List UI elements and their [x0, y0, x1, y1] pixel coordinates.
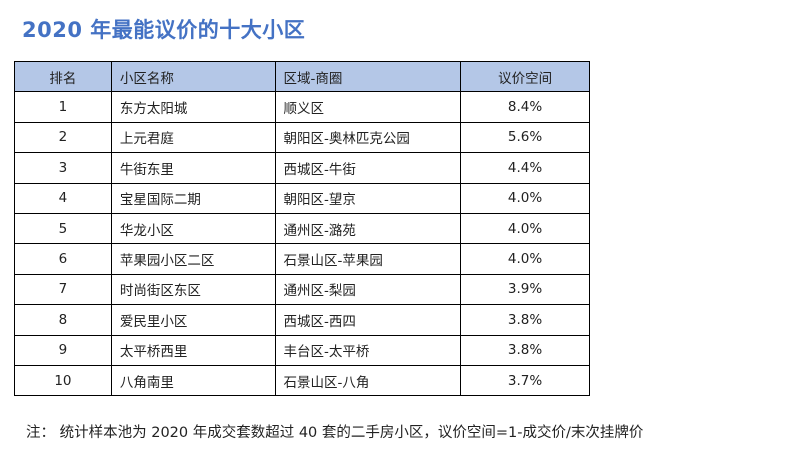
cell-district-area: 西城区-牛街 — [274, 152, 462, 184]
cell-community-name: 东方太阳城 — [110, 91, 276, 123]
table-row: 5 华龙小区 通州区-潞苑 4.0% — [14, 212, 590, 245]
cell-district-area: 丰台区-太平桥 — [274, 334, 462, 366]
cell-district-area: 通州区-梨园 — [274, 273, 462, 306]
cell-district-area: 石景山区-八角 — [274, 364, 462, 397]
cell-bargain-space: 5.6% — [460, 121, 590, 154]
cell-community-name: 八角南里 — [110, 364, 276, 397]
table-row: 6 苹果园小区二区 石景山区-苹果园 4.0% — [14, 243, 590, 275]
cell-bargain-space: 8.4% — [460, 91, 590, 123]
table-row: 1 东方太阳城 顺义区 8.4% — [14, 91, 590, 123]
header-bargain-space: 议价空间 — [460, 60, 590, 93]
cell-rank: 8 — [14, 304, 112, 336]
cell-bargain-space: 3.7% — [460, 364, 590, 397]
cell-district-area: 西城区-西四 — [274, 304, 462, 336]
table-row: 4 宝星国际二期 朝阳区-望京 4.0% — [14, 182, 590, 214]
cell-district-area: 朝阳区-望京 — [274, 182, 462, 214]
cell-community-name: 宝星国际二期 — [110, 182, 276, 214]
cell-community-name: 华龙小区 — [110, 212, 276, 245]
cell-community-name: 太平桥西里 — [110, 334, 276, 366]
cell-bargain-space: 3.9% — [460, 273, 590, 306]
cell-community-name: 牛街东里 — [110, 152, 276, 184]
table-row: 3 牛街东里 西城区-牛街 4.4% — [14, 152, 590, 184]
cell-rank: 10 — [14, 364, 112, 397]
cell-district-area: 顺义区 — [274, 91, 462, 123]
cell-rank: 3 — [14, 152, 112, 184]
cell-rank: 9 — [14, 334, 112, 366]
footnote: 注： 统计样本池为 2020 年成交套数超过 40 套的二手房小区，议价空间=1… — [26, 425, 644, 441]
cell-bargain-space: 3.8% — [460, 304, 590, 336]
table-row: 8 爱民里小区 西城区-西四 3.8% — [14, 304, 590, 336]
header-district-area: 区域-商圈 — [274, 60, 462, 93]
cell-bargain-space: 4.0% — [460, 243, 590, 275]
table-row: 2 上元君庭 朝阳区-奥林匹克公园 5.6% — [14, 121, 590, 154]
cell-community-name: 时尚街区东区 — [110, 273, 276, 306]
cell-community-name: 爱民里小区 — [110, 304, 276, 336]
cell-district-area: 通州区-潞苑 — [274, 212, 462, 245]
cell-rank: 6 — [14, 243, 112, 275]
table-row: 7 时尚街区东区 通州区-梨园 3.9% — [14, 273, 590, 306]
cell-rank: 7 — [14, 273, 112, 306]
cell-bargain-space: 4.0% — [460, 182, 590, 214]
cell-district-area: 朝阳区-奥林匹克公园 — [274, 121, 462, 154]
header-rank: 排名 — [14, 60, 112, 93]
cell-rank: 2 — [14, 121, 112, 154]
cell-bargain-space: 4.4% — [460, 152, 590, 184]
cell-district-area: 石景山区-苹果园 — [274, 243, 462, 275]
cell-rank: 4 — [14, 182, 112, 214]
table-row: 10 八角南里 石景山区-八角 3.7% — [14, 364, 590, 397]
page-title: 2020 年最能议价的十大小区 — [22, 18, 306, 42]
cell-bargain-space: 4.0% — [460, 212, 590, 245]
header-community-name: 小区名称 — [110, 60, 276, 93]
cell-rank: 1 — [14, 91, 112, 123]
cell-community-name: 上元君庭 — [110, 121, 276, 154]
cell-bargain-space: 3.8% — [460, 334, 590, 366]
table-header-row: 排名 小区名称 区域-商圈 议价空间 — [14, 60, 590, 93]
cell-rank: 5 — [14, 212, 112, 245]
cell-community-name: 苹果园小区二区 — [110, 243, 276, 275]
ranking-table: 排名 小区名称 区域-商圈 议价空间 1 东方太阳城 顺义区 8.4% 2 上元… — [14, 60, 590, 397]
table-row: 9 太平桥西里 丰台区-太平桥 3.8% — [14, 334, 590, 366]
